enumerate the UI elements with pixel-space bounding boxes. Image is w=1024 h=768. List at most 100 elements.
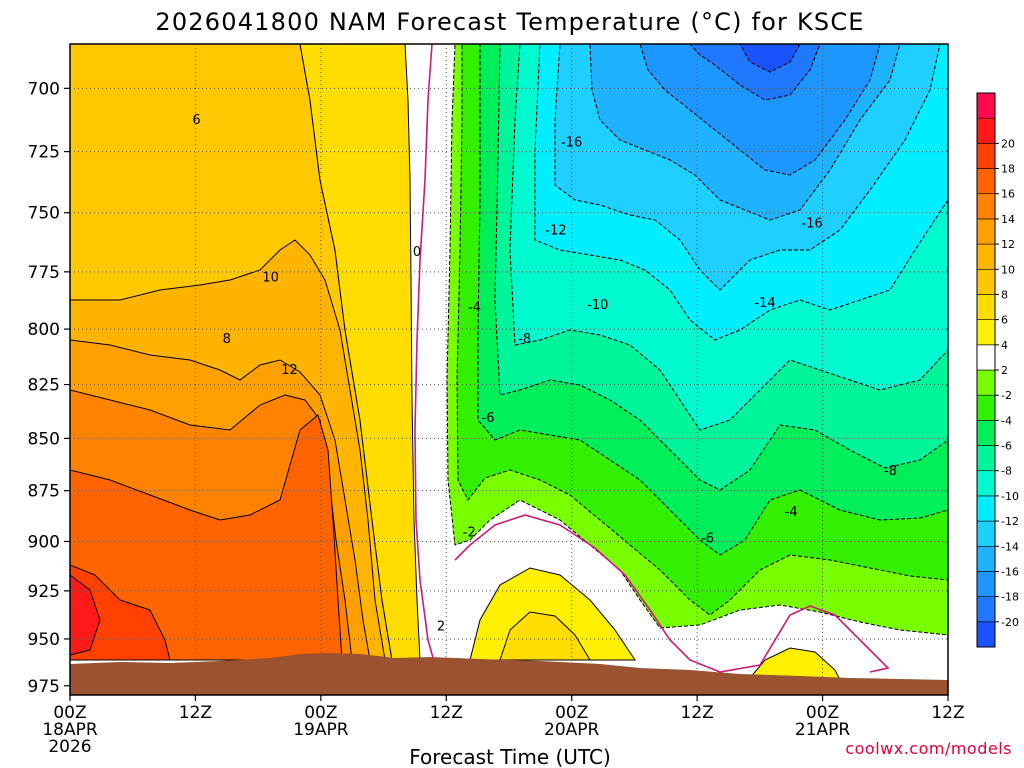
colorbar-swatch <box>976 369 996 396</box>
y-tick-label: 850 <box>28 429 60 449</box>
credit-text: coolwx.com/models <box>845 739 1012 758</box>
contour-label: -16 <box>561 136 582 151</box>
colorbar-label: -16 <box>1001 565 1019 578</box>
colorbar-label: -18 <box>1001 591 1019 604</box>
colorbar-swatch <box>976 143 996 169</box>
colorbar-swatch <box>976 394 996 421</box>
colorbar-swatch <box>976 596 996 623</box>
x-tick-label: 00Z <box>555 703 588 723</box>
x-tick-label: 12Z <box>430 703 463 723</box>
x-tick-label: 2026 <box>48 737 91 757</box>
chart-title: 2026041800 NAM Forecast Temperature (°C)… <box>155 8 864 36</box>
colorbar-swatch <box>976 117 996 144</box>
contour-label: 8 <box>223 332 231 347</box>
contour-label: -8 <box>518 332 531 347</box>
temp-band-bright-red <box>70 574 101 656</box>
temp-band-darkest-blue <box>739 44 801 73</box>
colorbar-label: 16 <box>1001 188 1015 201</box>
contour-label: 12 <box>281 363 298 378</box>
y-tick-label: 900 <box>28 532 60 552</box>
grid-lines <box>70 44 948 695</box>
colorbar-swatch <box>976 319 996 346</box>
colorbar-label: -6 <box>1001 440 1012 453</box>
colorbar-label: 6 <box>1001 314 1008 327</box>
terrain-ground <box>70 653 948 695</box>
x-tick-label: 00Z <box>53 703 86 723</box>
plot-area <box>70 44 948 695</box>
colorbar-label: 2 <box>1001 364 1008 377</box>
y-tick-label: 925 <box>28 582 60 602</box>
temp-band-red-orange <box>70 414 343 661</box>
colorbar-label: -2 <box>1001 389 1012 402</box>
temp-band-blue <box>639 44 881 176</box>
y-tick-label: 975 <box>28 677 60 697</box>
colorbar-swatch <box>976 445 996 472</box>
colorbar-label: -4 <box>1001 414 1012 427</box>
colorbar-swatch <box>976 294 996 320</box>
x-tick-label: 20APR <box>544 720 600 740</box>
contour-label: -2 <box>463 525 476 540</box>
plot-frame <box>69 43 949 696</box>
colorbar: -20 -18 -16 -14 -12 -10 -8 -6 -4 -2 2 4 6 8 10 12 14 16 18… <box>976 92 1019 648</box>
colorbar-label: -8 <box>1001 465 1012 478</box>
colorbar-swatch <box>976 268 996 295</box>
contour-label: 0 <box>413 245 421 260</box>
x-tick-label: 00Z <box>304 703 337 723</box>
colorbar-swatch <box>976 168 996 195</box>
x-axis-label: Forecast Time (UTC) <box>409 745 611 768</box>
colorbar-label: 10 <box>1001 263 1015 276</box>
contour-label: -4 <box>785 505 798 520</box>
colorbar-swatch <box>976 193 996 220</box>
colorbar-swatch <box>976 92 996 119</box>
colorbar-swatch <box>976 621 996 648</box>
colorbar-swatch <box>976 243 996 270</box>
colorbar-label: -12 <box>1001 515 1019 528</box>
y-tick-label: 800 <box>28 320 60 340</box>
colorbar-swatch <box>976 495 996 522</box>
colorbar-swatch <box>976 344 996 371</box>
x-tick-label: 00Z <box>806 703 839 723</box>
y-tick-label: 700 <box>28 79 60 99</box>
contour-label: -10 <box>587 298 608 313</box>
y-tick-label: 725 <box>28 143 60 163</box>
contour-label: -16 <box>802 216 823 231</box>
colorbar-label: 20 <box>1001 137 1015 150</box>
y-tick-label: 875 <box>28 482 60 502</box>
zero-isotherm-line-2 <box>454 514 890 673</box>
contour-label: -6 <box>482 411 495 426</box>
x-tick-label: 12Z <box>931 703 964 723</box>
colorbar-label: 4 <box>1001 339 1008 352</box>
colorbar-swatch <box>976 545 996 572</box>
y-tick-label: 775 <box>28 263 60 283</box>
warm-pocket-yellow-2 <box>499 611 591 661</box>
contour-label: 2 <box>437 620 445 635</box>
colorbar-label: 8 <box>1001 288 1008 301</box>
y-tick-label: 825 <box>28 376 60 396</box>
zero-isotherm-line <box>414 44 436 666</box>
colorbar-label: 14 <box>1001 213 1015 226</box>
x-tick-label: 19APR <box>293 720 349 740</box>
y-tick-label: 750 <box>28 204 60 224</box>
colorbar-label: -20 <box>1001 616 1019 629</box>
colorbar-swatch <box>976 520 996 547</box>
contour-label: -8 <box>884 464 897 479</box>
contour-label: 10 <box>262 270 279 285</box>
colorbar-swatch <box>976 420 996 446</box>
colorbar-label: -14 <box>1001 540 1019 553</box>
colorbar-label: 18 <box>1001 163 1015 176</box>
colorbar-label: -10 <box>1001 490 1019 503</box>
contour-label: 6 <box>192 113 200 128</box>
y-tick-label: 950 <box>28 630 60 650</box>
colorbar-label: 12 <box>1001 238 1015 251</box>
contour-label: -6 <box>701 531 714 546</box>
x-tick-label: 21APR <box>795 720 851 740</box>
y-axis: 700 725 750 775 800 825 850 875 900 925 950 975 <box>28 79 70 697</box>
contour-label: -14 <box>754 296 775 311</box>
colorbar-swatch <box>976 571 996 597</box>
colorbar-swatch <box>976 218 996 245</box>
x-tick-label: 12Z <box>681 703 714 723</box>
contour-labels: 6 10 8 12 0 2 -2 -4 -6 -8 -12 -16 -10 -6 -4 -14 -16 -8 <box>192 113 897 635</box>
x-tick-label: 12Z <box>179 703 212 723</box>
